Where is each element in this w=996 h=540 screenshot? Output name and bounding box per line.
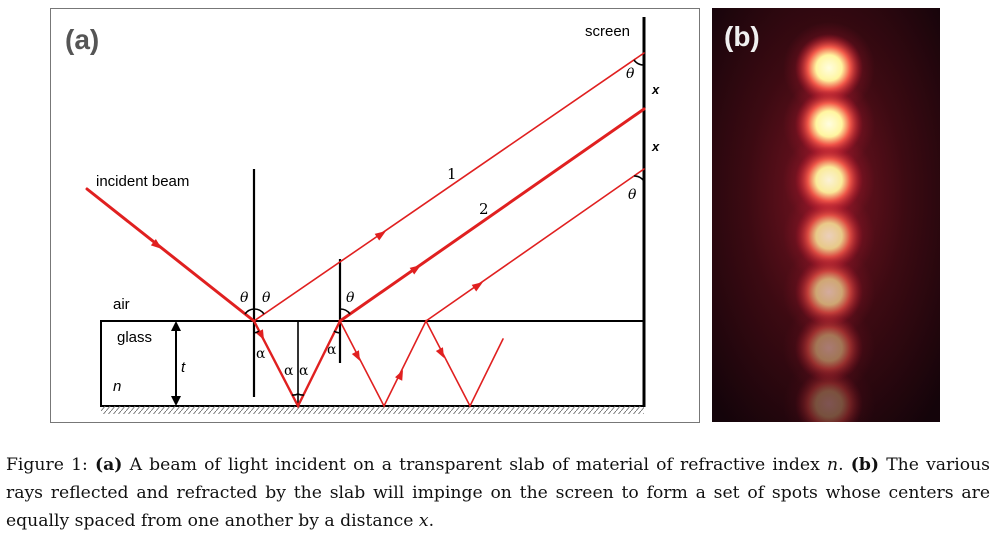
- alpha-label-bottom-left: α: [284, 363, 294, 379]
- ray-1-label: 1: [447, 165, 457, 183]
- caption-prefix: Figure 1:: [6, 455, 95, 475]
- incident-beam-label: incident beam: [96, 173, 189, 190]
- alpha-label-refracted: α: [256, 346, 266, 362]
- thickness-label: t: [181, 359, 186, 376]
- thickness-arrow-head-top: [171, 321, 181, 331]
- slab-base-hatching: [101, 406, 644, 414]
- ray-arrowheads: [150, 231, 483, 381]
- theta-label-incident: θ: [240, 290, 249, 306]
- spot-7: [795, 370, 863, 422]
- spot-column: [783, 22, 875, 422]
- caption-b-tag: (b): [850, 455, 880, 475]
- caption-a-tag: (a): [94, 455, 123, 475]
- caption-text-4: .: [428, 511, 435, 531]
- thickness-arrow-head-bottom: [171, 396, 181, 406]
- caption-x-variable: x: [418, 511, 429, 531]
- caption-text-2: .: [838, 455, 851, 475]
- glass-label: glass: [117, 329, 152, 346]
- spacing-x-label-1: x: [651, 82, 660, 97]
- angle-arcs: [244, 59, 645, 396]
- caption-text-1: A beam of light incident on a transparen…: [122, 455, 827, 475]
- ray-paths: [85, 52, 646, 409]
- spacing-x-label-2: x: [651, 139, 660, 154]
- alpha-label-bottom-right: α: [299, 363, 309, 379]
- figure-b-photo: (b): [712, 8, 940, 422]
- spots-photo: (b): [712, 8, 940, 422]
- caption-n-variable: n: [826, 455, 839, 475]
- air-label: air: [113, 296, 130, 313]
- theta-label-screen-bottom: θ: [628, 187, 637, 203]
- theta-label-screen-top: θ: [626, 66, 635, 82]
- theta-label-reflected: θ: [262, 290, 271, 306]
- theta-label-exit: θ: [346, 290, 355, 306]
- alpha-label-exit: α: [327, 342, 337, 358]
- panel-a-label: (a): [65, 24, 99, 55]
- figure-a-panel: (a): [50, 8, 700, 423]
- screen-label: screen: [585, 23, 630, 40]
- panel-b-label: (b): [724, 21, 760, 52]
- ray-diagram: (a): [65, 17, 660, 414]
- refractive-index-label: n: [113, 378, 121, 395]
- figure-caption: Figure 1: (a) A beam of light incident o…: [6, 451, 990, 535]
- caption-text-3: The various rays reflected and refracted…: [6, 455, 990, 531]
- ray-2-label: 2: [479, 200, 489, 218]
